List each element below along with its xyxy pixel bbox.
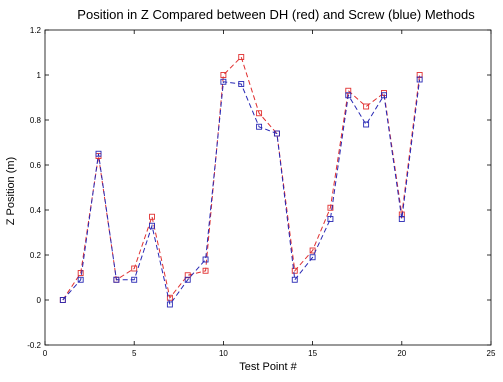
data-point-screw bbox=[309, 254, 316, 261]
data-point-screw bbox=[220, 78, 227, 85]
data-point-screw bbox=[363, 121, 370, 128]
data-point-screw bbox=[95, 150, 102, 157]
data-point-dh bbox=[238, 54, 245, 60]
data-point-screw bbox=[113, 276, 120, 283]
data-point-screw bbox=[238, 81, 245, 87]
x-tick-label: 20 bbox=[397, 349, 406, 358]
y-tick-label: 0.6 bbox=[30, 161, 42, 170]
y-tick-label: 1.2 bbox=[30, 26, 42, 35]
data-point-screw bbox=[256, 123, 263, 130]
data-point-dh bbox=[220, 72, 227, 78]
data-point-dh bbox=[166, 294, 173, 301]
data-point-screw bbox=[416, 76, 423, 83]
data-point-dh bbox=[363, 103, 370, 110]
data-point-screw bbox=[327, 216, 334, 222]
data-point-dh bbox=[184, 272, 191, 279]
chart-title: Position in Z Compared between DH (red) … bbox=[77, 7, 475, 22]
data-point-screw bbox=[59, 297, 66, 303]
data-point-dh bbox=[345, 87, 352, 94]
y-tick-label: -0.2 bbox=[27, 341, 41, 350]
data-point-dh bbox=[327, 204, 334, 211]
data-point-screw bbox=[291, 276, 298, 283]
x-tick-label: 0 bbox=[43, 349, 48, 358]
data-point-dh bbox=[309, 247, 316, 254]
series-line-dh bbox=[62, 56, 421, 301]
data-point-screw bbox=[273, 130, 280, 137]
data-point-dh bbox=[202, 267, 209, 274]
y-axis-label: Z Position (m) bbox=[5, 157, 17, 225]
data-point-screw bbox=[77, 276, 84, 283]
data-point-dh bbox=[149, 213, 155, 220]
data-point-dh bbox=[291, 267, 298, 274]
series-line-screw bbox=[62, 79, 421, 306]
y-tick-label: 0 bbox=[37, 296, 42, 305]
x-tick-label: 15 bbox=[308, 349, 317, 358]
data-point-screw bbox=[166, 301, 173, 308]
data-point-screw bbox=[202, 256, 209, 263]
data-point-dh bbox=[256, 110, 263, 117]
y-tick-label: 0.8 bbox=[30, 116, 42, 125]
data-point-screw bbox=[131, 276, 138, 283]
data-point-dh bbox=[131, 265, 138, 272]
data-point-screw bbox=[149, 222, 155, 229]
data-point-screw bbox=[184, 276, 191, 283]
y-tick-label: 1 bbox=[37, 71, 42, 80]
x-tick-label: 25 bbox=[487, 349, 496, 358]
data-point-dh bbox=[416, 72, 423, 78]
x-tick-label: 5 bbox=[132, 349, 137, 358]
y-tick-label: 0.4 bbox=[30, 206, 42, 215]
plot-area: 0 5 10 15 20 25-0.200.20.40.60.811.2 bbox=[27, 26, 496, 358]
data-point-dh bbox=[77, 270, 84, 276]
plot-frame bbox=[44, 29, 492, 346]
x-axis-label: Test Point # bbox=[239, 361, 297, 373]
data-point-screw bbox=[381, 92, 387, 99]
data-point-screw bbox=[345, 92, 352, 99]
x-tick-label: 10 bbox=[219, 349, 228, 358]
data-point-screw bbox=[398, 216, 405, 222]
y-tick-label: 0.2 bbox=[30, 251, 42, 260]
